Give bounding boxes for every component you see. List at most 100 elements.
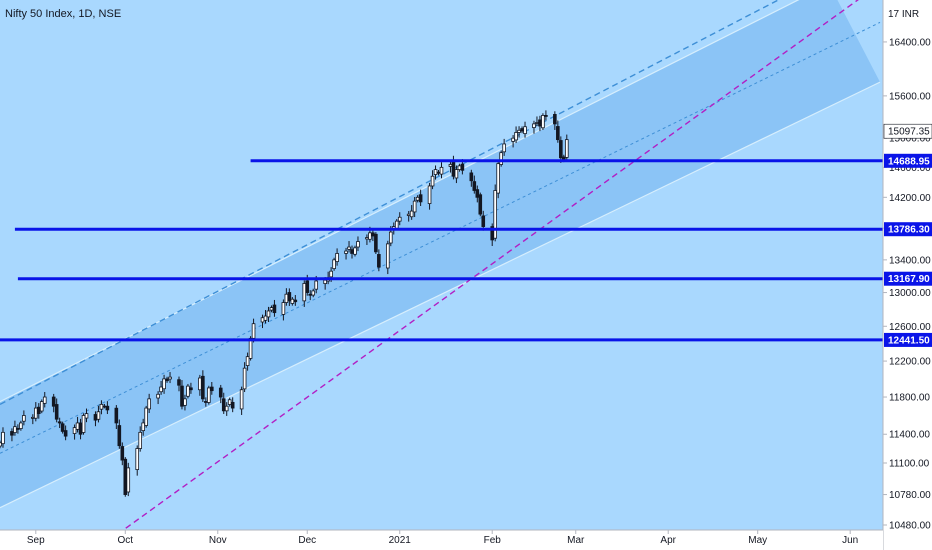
candle-body [13,426,17,433]
candle-body [365,237,369,240]
candle-body [99,403,104,410]
level-label-text: 12441.50 [888,335,930,346]
candle-body [54,404,59,420]
candle-body [523,126,527,135]
candle-body [57,421,62,424]
dashed-middle-trendline[interactable] [0,21,881,454]
current-price-label: 15097.35 [883,123,932,139]
candle-body [251,323,256,339]
candle-body [409,210,414,218]
level-label-text: 13167.90 [888,274,930,285]
candle-body [117,425,122,447]
candle-body [147,398,151,410]
candle-body [177,379,181,386]
price-tick-label: 11400.00 [889,430,930,441]
candle-body [371,232,375,237]
trend-channel-fill [0,0,881,508]
current-price-badge [883,123,932,139]
candle-body [436,171,441,174]
dashed-magenta-trendline[interactable] [101,0,862,547]
trend-channel-lower-line[interactable] [0,81,881,509]
price-tick-label: 15000.00 [889,134,931,145]
candle-body [1,431,5,445]
candle-body [388,231,393,244]
candle-body [394,220,399,229]
candle-body [36,406,41,415]
candle-body [353,247,357,255]
candle-body [22,415,26,422]
candle-body [374,233,378,253]
time-axis-background[interactable] [0,530,883,550]
price-axis-ticks: 10480.00 10780.00 11100.00 11400.00 11800.00… [883,37,931,532]
price-tick-label: 13400.00 [889,255,931,266]
candle-body [532,123,536,129]
candle-body [329,270,333,278]
time-tick-label: Jun [842,535,858,546]
candle-body [564,139,569,158]
time-tick-label: May [748,535,767,546]
candle-body [81,415,86,433]
candle-body [102,405,107,408]
candle-body [186,385,190,397]
candle-body [433,169,438,175]
candle-body [451,161,456,177]
candle-body [481,215,486,227]
candle-body [10,431,14,436]
candle-body [144,407,148,426]
candle-body [114,407,119,424]
candle-body [248,337,253,359]
level-label-text: 13786.30 [888,225,930,236]
level-label-badge [884,332,932,347]
price-tick-label: 16400.00 [889,37,931,48]
candle-body [159,386,163,393]
price-tick-label: 15600.00 [889,91,931,102]
chart-title: Nifty 50 Index, 1D, NSE [5,8,121,20]
candle-body [126,467,131,493]
candle-body [520,128,524,132]
candle-body [189,387,193,391]
candle-body [472,181,477,191]
candle-body [344,250,348,254]
candle-body [556,126,560,141]
candle-body [406,213,411,216]
candle-body [308,293,313,296]
candle-body [78,422,83,435]
candle-body [553,113,557,125]
candle-body [0,442,2,447]
time-tick-label: Dec [298,535,316,546]
candle-body [418,194,423,203]
time-tick-label: Sep [27,535,45,546]
time-tick-label: Nov [209,535,227,546]
candle-body [323,279,327,284]
candle-body [460,163,465,171]
time-tick-label: Mar [567,535,585,546]
candle-body [272,304,277,314]
candle-body [284,293,289,303]
candle-body [430,175,435,187]
candle-body [198,377,202,391]
candle-body [138,431,143,449]
price-axis-currency-label: 17 INR [888,9,919,20]
candle-body [245,356,250,366]
candle-body [204,401,208,403]
candle-body [120,446,125,461]
price-tick-label: 14200.00 [889,193,931,204]
candle-body [559,140,563,159]
price-tick-label: 10780.00 [889,490,931,501]
candle-body [335,253,339,262]
price-tick-label: 12200.00 [889,357,931,368]
candle-body [123,458,128,495]
price-tick-label: 11800.00 [889,393,930,404]
candle-body [377,254,381,268]
candle-body [162,378,166,390]
candle-body [475,189,480,198]
candle-body [415,196,420,201]
candle-body [224,405,229,412]
dashed-upper-trendline[interactable] [0,0,808,405]
candle-body [439,166,444,175]
candle-body [332,259,336,270]
candle-body [347,246,351,250]
price-tick-label: 12600.00 [889,322,931,333]
candle-body [63,430,68,437]
